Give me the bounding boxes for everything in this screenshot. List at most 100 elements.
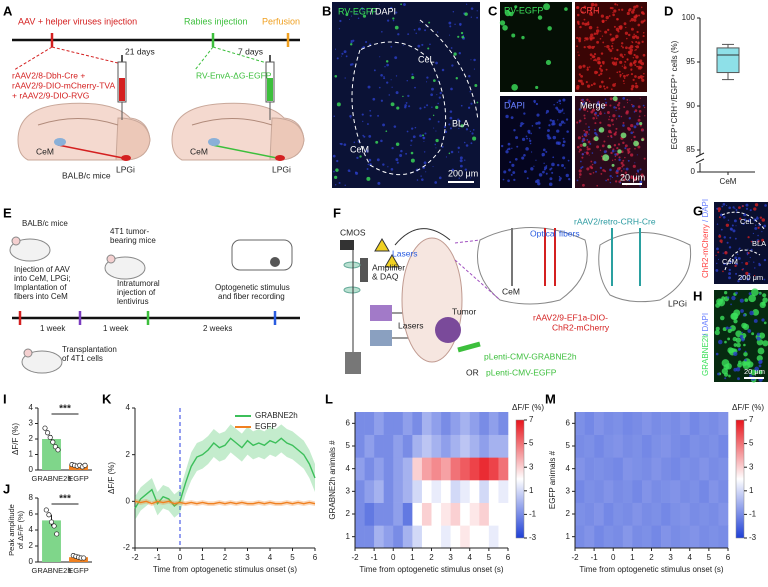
- cell-signal: [619, 73, 622, 77]
- cell-signal: [531, 125, 534, 127]
- cell-signal: [457, 35, 460, 38]
- cell-signal: [748, 261, 750, 263]
- cell-signal: [391, 146, 394, 150]
- cell-signal: [738, 206, 741, 210]
- cell-signal: [587, 21, 590, 23]
- cell-signal: [551, 162, 555, 167]
- cell-signal: [761, 218, 766, 222]
- schematic-text: rAAV2/retro-CRH-Cre: [574, 216, 656, 226]
- region-outline: [419, 19, 479, 121]
- cell-signal: [763, 258, 767, 262]
- cell-signal: [728, 206, 731, 210]
- cell-signal: [601, 19, 605, 23]
- cell-signal: [743, 343, 746, 347]
- cell-signal: [732, 229, 736, 233]
- panel-label: G: [693, 203, 703, 218]
- cell-signal: [597, 60, 601, 65]
- panel-label: J: [3, 481, 10, 496]
- cell-signal: [596, 40, 600, 44]
- cell-signal: [590, 110, 594, 114]
- cell-signal: [629, 63, 633, 67]
- cell-signal: [625, 26, 627, 29]
- data-point: [54, 531, 60, 537]
- cell-signal: [613, 133, 615, 135]
- heat-cell: [622, 502, 633, 526]
- cell-signal: [578, 65, 583, 69]
- cell-signal: [639, 59, 643, 63]
- heat-cell: [699, 525, 710, 549]
- cell-signal: [600, 80, 604, 84]
- cell-signal: [633, 135, 636, 139]
- cell-signal: [634, 147, 636, 150]
- cell-signal: [444, 130, 448, 134]
- cell-signal: [422, 136, 426, 140]
- heat-cell: [613, 480, 624, 503]
- cell-signal: [429, 43, 431, 46]
- cell-signal: [562, 98, 566, 102]
- cell-signal: [626, 148, 630, 152]
- cell-signal: [727, 347, 734, 354]
- cell-signal: [735, 337, 742, 343]
- cell-signal: [606, 111, 610, 114]
- cell-signal: [339, 142, 342, 145]
- heat-cell: [412, 502, 423, 526]
- y-tick-label: 0: [691, 167, 696, 176]
- cell-signal: [576, 86, 580, 90]
- cell-signal: [474, 84, 478, 87]
- x-tick-label: 1: [200, 553, 205, 562]
- heat-cell: [421, 525, 432, 549]
- cell-signal: [414, 86, 416, 89]
- cell-signal: [577, 136, 581, 140]
- heat-cell: [460, 525, 471, 549]
- laser-icon: [384, 254, 400, 268]
- cell-signal: [581, 102, 585, 106]
- cell-signal: [586, 146, 589, 149]
- y-tick-label: 3: [566, 486, 571, 495]
- cell-signal: [606, 86, 609, 89]
- cell-signal: [741, 205, 744, 208]
- cell-signal: [638, 115, 641, 118]
- heat-cell: [431, 502, 442, 526]
- cell-signal: [386, 63, 389, 67]
- cell-signal: [545, 59, 552, 66]
- cell-signal: [613, 57, 617, 60]
- section: [477, 227, 588, 305]
- cell-signal: [731, 224, 734, 227]
- cell-signal: [724, 251, 728, 255]
- cell-signal: [620, 161, 624, 165]
- x-tick-label: 2: [649, 553, 654, 562]
- cell-signal: [459, 24, 462, 26]
- cell-signal: [333, 170, 335, 173]
- cell-signal: [749, 209, 752, 212]
- heat-cell: [402, 457, 413, 481]
- cell-signal: [499, 20, 506, 26]
- cell-signal: [632, 57, 635, 59]
- cell-signal: [584, 22, 588, 26]
- cell-signal: [385, 60, 389, 63]
- heat-cell: [374, 457, 384, 481]
- cell-signal: [379, 56, 381, 58]
- cell-signal: [426, 81, 428, 83]
- cell-signal: [715, 254, 717, 257]
- cell-signal: [353, 141, 356, 144]
- heat-cell: [661, 412, 671, 435]
- cell-signal: [394, 56, 398, 60]
- cell-signal: [512, 103, 515, 106]
- cell-signal: [421, 178, 424, 181]
- cell-signal: [579, 173, 582, 176]
- cell-signal: [622, 97, 626, 100]
- cell-signal: [394, 25, 399, 30]
- cell-signal: [454, 23, 456, 26]
- cell-signal: [623, 53, 626, 56]
- cell-signal: [365, 149, 369, 153]
- cell-signal: [637, 67, 640, 70]
- cell-signal: [756, 336, 761, 341]
- cell-signal: [404, 106, 407, 109]
- heat-cell: [383, 502, 394, 526]
- cell-signal: [367, 163, 370, 166]
- cell-signal: [457, 151, 460, 153]
- cell-signal: [639, 97, 641, 99]
- cell-signal: [723, 236, 726, 239]
- cell-signal: [762, 340, 768, 347]
- x-tick-label: 0: [391, 553, 396, 562]
